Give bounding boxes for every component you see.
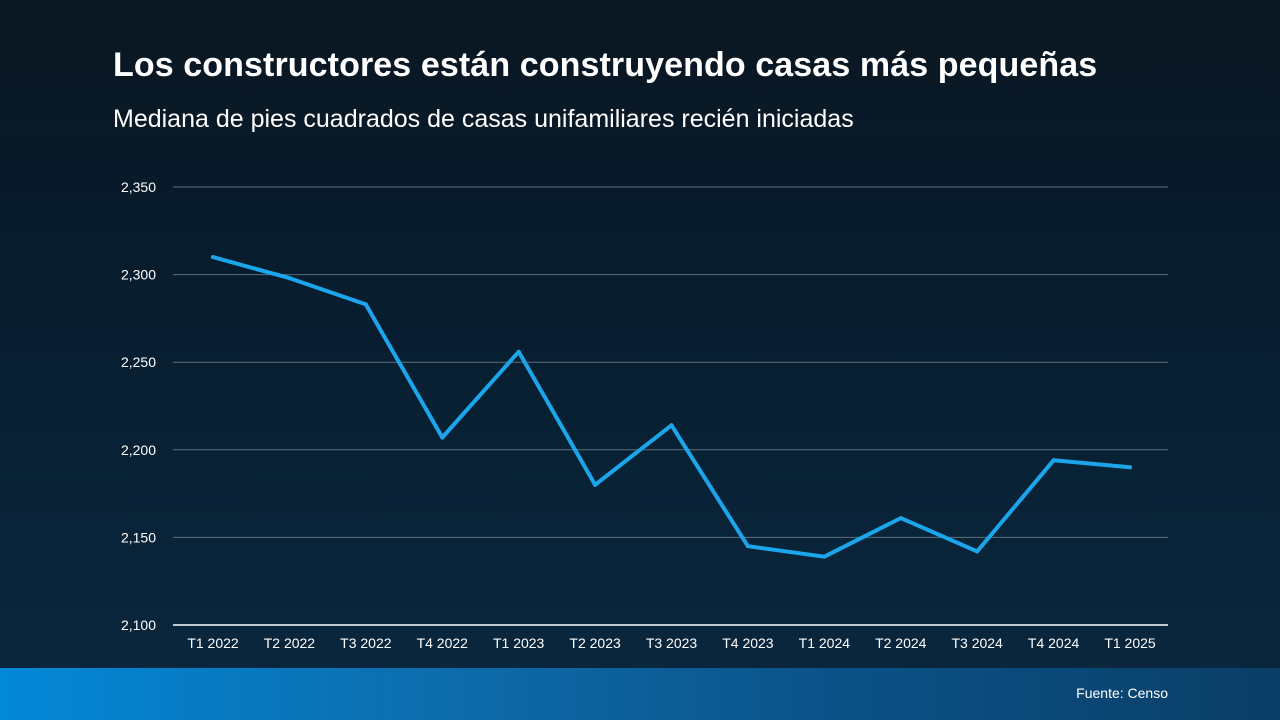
- x-tick-label: T1 2024: [799, 635, 851, 651]
- chart-subtitle: Mediana de pies cuadrados de casas unifa…: [113, 105, 854, 133]
- y-axis-tick-labels: 2,100 2,150 2,200 2,250 2,300 2,350: [121, 179, 156, 633]
- y-tick-label: 2,100: [121, 617, 156, 633]
- x-tick-label: T2 2022: [264, 635, 316, 651]
- data-point: [1051, 458, 1056, 463]
- y-tick-label: 2,300: [121, 267, 156, 283]
- x-tick-label: T1 2025: [1104, 635, 1156, 651]
- x-tick-label: T2 2024: [875, 635, 927, 651]
- x-tick-label: T4 2022: [417, 635, 469, 651]
- data-points: [211, 255, 1132, 559]
- data-point: [593, 482, 598, 487]
- source-note: Fuente: Censo: [1076, 685, 1168, 701]
- data-point: [440, 435, 445, 440]
- data-point: [669, 423, 674, 428]
- y-tick-label: 2,350: [121, 179, 156, 195]
- data-point: [516, 349, 521, 354]
- x-tick-label: T1 2023: [493, 635, 545, 651]
- data-point: [287, 276, 292, 281]
- y-tick-label: 2,150: [121, 529, 156, 545]
- x-tick-label: T1 2022: [187, 635, 239, 651]
- x-axis-tick-labels: T1 2022 T2 2022 T3 2022 T4 2022 T1 2023 T2 20…: [187, 635, 1156, 651]
- data-point: [1128, 465, 1132, 470]
- x-tick-label: T4 2023: [722, 635, 774, 651]
- x-tick-label: T3 2023: [646, 635, 698, 651]
- x-tick-label: T3 2024: [951, 635, 1003, 651]
- data-point: [975, 549, 980, 554]
- data-point: [898, 516, 903, 521]
- x-tick-label: T4 2024: [1028, 635, 1080, 651]
- footer-band: [0, 668, 1280, 720]
- x-tick-label: T3 2022: [340, 635, 392, 651]
- data-point: [745, 544, 750, 549]
- y-tick-label: 2,250: [121, 354, 156, 370]
- data-point: [363, 302, 368, 307]
- data-point: [822, 554, 827, 559]
- series-line: [211, 255, 1132, 559]
- line-chart: 2,100 2,150 2,200 2,250 2,300 2,350 T1 2022 T2…: [121, 179, 1168, 651]
- chart-title: Los constructores están construyendo cas…: [113, 46, 1098, 84]
- x-tick-label: T2 2023: [569, 635, 621, 651]
- gridlines: [173, 186, 1168, 538]
- y-tick-label: 2,200: [121, 442, 156, 458]
- data-point: [211, 255, 215, 260]
